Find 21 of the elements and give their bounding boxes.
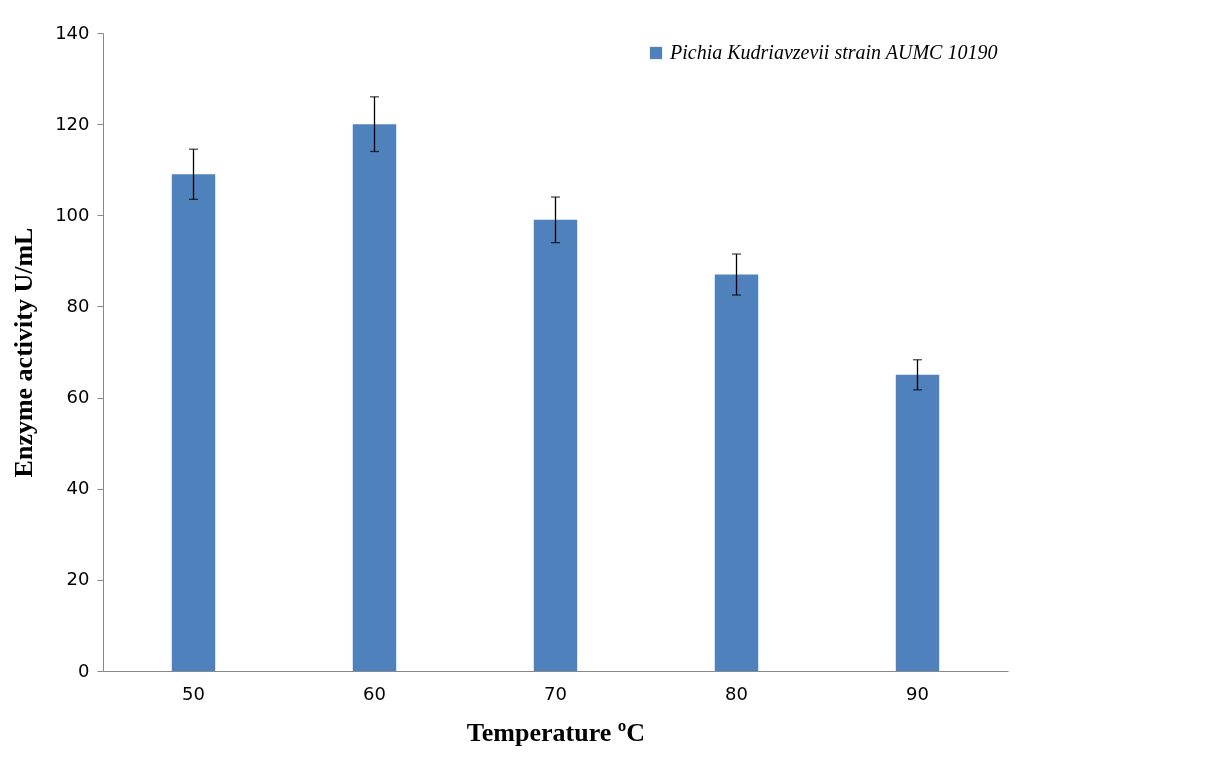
y-tick-label: 120 <box>55 112 90 134</box>
bar <box>352 124 397 671</box>
bar <box>533 219 578 671</box>
y-tick-label: 100 <box>55 203 90 225</box>
x-axis-title: Temperature ºC <box>466 717 646 747</box>
x-tick-label: 80 <box>725 682 748 704</box>
x-tick-label: 50 <box>182 682 205 704</box>
y-tick-label: 20 <box>66 568 90 590</box>
bar <box>171 174 216 671</box>
y-tick-label: 80 <box>66 294 90 316</box>
y-tick-label: 0 <box>78 659 90 681</box>
legend-label: Pichia Kudriavzevii strain AUMC 10190 <box>669 41 998 63</box>
y-tick-label: 60 <box>66 386 90 408</box>
x-tick-label: 90 <box>906 682 929 704</box>
bar <box>895 374 940 671</box>
y-tick-label: 140 <box>55 21 90 43</box>
bar <box>714 274 759 671</box>
y-tick-label: 40 <box>66 477 90 499</box>
x-tick-label: 70 <box>544 682 567 704</box>
x-tick-label: 60 <box>363 682 386 704</box>
y-axis-title: Enzyme activity U/mL <box>9 227 39 478</box>
